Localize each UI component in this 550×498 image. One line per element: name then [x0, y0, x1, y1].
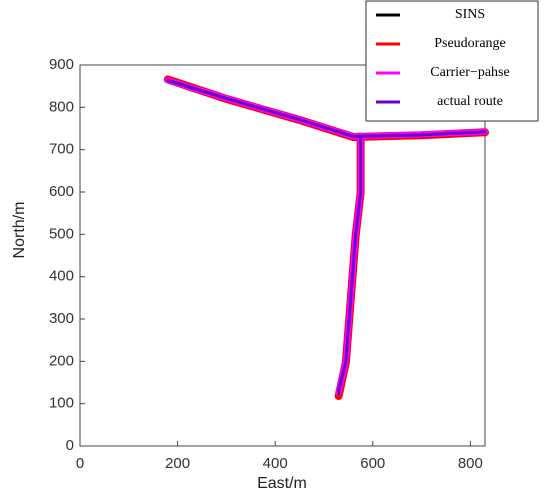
y-tick-label: 200: [49, 352, 74, 369]
x-tick-label: 0: [76, 455, 84, 472]
y-tick-label: 500: [49, 225, 74, 242]
legend-label: SINS: [455, 7, 485, 22]
y-tick-label: 900: [49, 56, 74, 73]
x-axis-label: East/m: [257, 475, 307, 492]
y-axis-label: North/m: [11, 202, 28, 259]
x-tick-label: 800: [458, 455, 483, 472]
x-tick-label: 600: [360, 455, 385, 472]
legend-label: actual route: [437, 94, 503, 109]
y-tick-label: 100: [49, 395, 74, 412]
plot-frame: [79, 64, 486, 447]
y-tick-label: 700: [49, 141, 74, 158]
series-line: [166, 79, 487, 393]
x-tick-label: 200: [165, 455, 190, 472]
y-tick-label: 400: [49, 268, 74, 285]
legend-label: Carrier−pahse: [430, 65, 509, 80]
y-tick-label: 0: [66, 437, 74, 454]
y-tick-label: 300: [49, 310, 74, 327]
x-tick-label: 400: [263, 455, 288, 472]
legend-label: Pseudorange: [434, 36, 506, 51]
y-tick-label: 600: [49, 183, 74, 200]
y-tick-label: 800: [49, 98, 74, 115]
